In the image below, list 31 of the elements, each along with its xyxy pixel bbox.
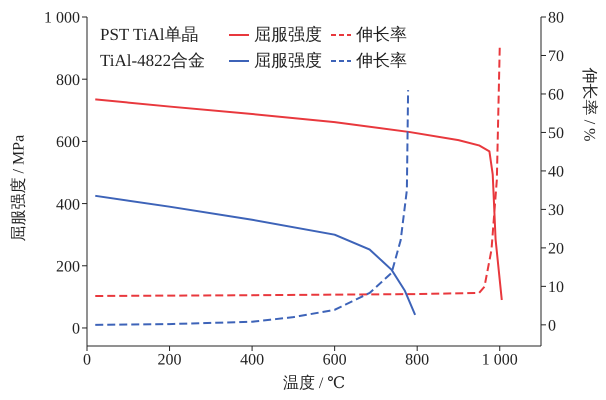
y-tick-label: 200 bbox=[56, 258, 80, 276]
y2-tick-label: 60 bbox=[548, 86, 564, 104]
x-tick-label: 1 000 bbox=[482, 351, 518, 368]
line-series bbox=[94, 46, 501, 297]
y-axis-title: 屈服强度 / MPa bbox=[10, 134, 28, 242]
y2-tick-label: 70 bbox=[548, 48, 564, 66]
legend-label: 伸长率 bbox=[356, 24, 407, 46]
y2-tick-label: 50 bbox=[548, 125, 564, 142]
x-tick-label: 400 bbox=[240, 351, 264, 368]
y-tick-label: 400 bbox=[56, 196, 80, 214]
x-axis-title: 温度 / ℃ bbox=[282, 374, 346, 392]
y-tick-label: 800 bbox=[56, 72, 80, 89]
annotation: TiAl-4822合金 bbox=[100, 50, 206, 72]
x-tick-label: 600 bbox=[322, 351, 347, 368]
x-tick-label: 800 bbox=[405, 351, 430, 368]
y2-axis-title: 伸长率 / % bbox=[580, 66, 598, 142]
y-tick-label: 1 000 bbox=[44, 10, 80, 27]
y2-tick-label: 40 bbox=[548, 164, 564, 181]
y2-tick-label: 10 bbox=[548, 279, 564, 296]
y2-tick-label: 80 bbox=[548, 10, 564, 27]
y2-tick-label: 0 bbox=[548, 318, 556, 335]
x-tick-label: 200 bbox=[158, 351, 182, 368]
y-tick-label: 0 bbox=[72, 320, 80, 338]
x-tick-label: 0 bbox=[83, 351, 91, 368]
legend-label: 伸长率 bbox=[356, 50, 407, 72]
y2-tick-label: 30 bbox=[548, 202, 564, 220]
y2-tick-label: 20 bbox=[548, 240, 564, 258]
annotation: PST TiAl单晶 bbox=[100, 24, 200, 46]
legend-label: 屈服强度 bbox=[254, 24, 322, 46]
y-tick-label: 600 bbox=[56, 134, 80, 152]
legend-label: 屈服强度 bbox=[254, 50, 322, 72]
